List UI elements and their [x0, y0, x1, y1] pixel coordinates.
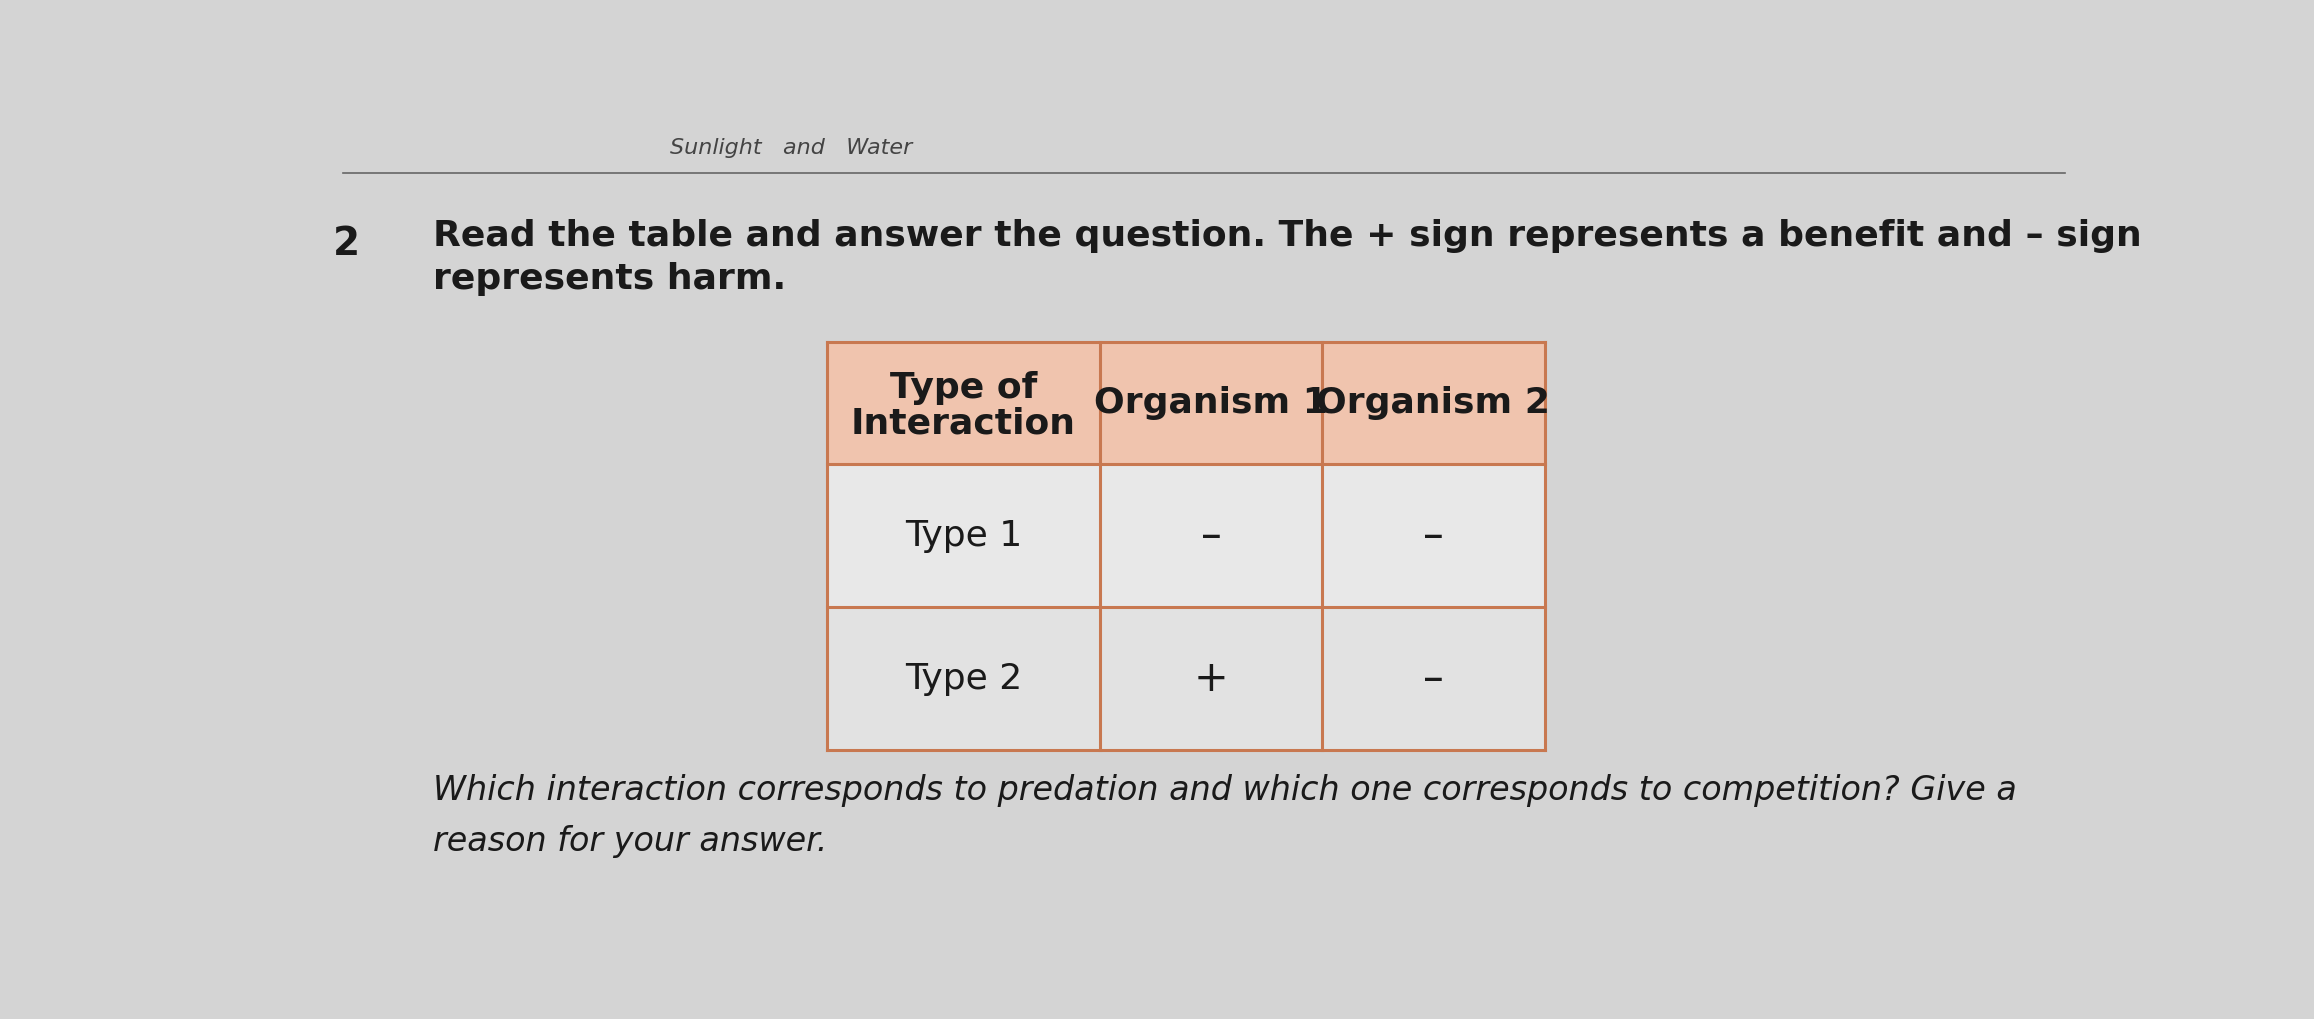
Text: Type of: Type of	[891, 371, 1037, 406]
Text: Sunlight   and   Water: Sunlight and Water	[671, 139, 912, 158]
Text: Organism 2: Organism 2	[1317, 386, 1550, 420]
Text: Which interaction corresponds to predation and which one corresponds to competit: Which interaction corresponds to predati…	[433, 774, 2015, 807]
Text: –: –	[1201, 515, 1222, 556]
Text: represents harm.: represents harm.	[433, 262, 787, 297]
FancyBboxPatch shape	[828, 342, 1546, 465]
Text: –: –	[1423, 657, 1444, 700]
Text: +: +	[1194, 657, 1229, 700]
FancyBboxPatch shape	[828, 607, 1546, 750]
Text: reason for your answer.: reason for your answer.	[433, 825, 826, 858]
Text: Interaction: Interaction	[852, 407, 1076, 440]
Text: Type 1: Type 1	[905, 519, 1023, 552]
FancyBboxPatch shape	[828, 465, 1546, 607]
Text: Type 2: Type 2	[905, 661, 1023, 696]
Text: Organism 1: Organism 1	[1095, 386, 1328, 420]
Text: Read the table and answer the question. The + sign represents a benefit and – si: Read the table and answer the question. …	[433, 219, 2140, 253]
Text: –: –	[1423, 515, 1444, 556]
Text: 2: 2	[333, 225, 361, 263]
